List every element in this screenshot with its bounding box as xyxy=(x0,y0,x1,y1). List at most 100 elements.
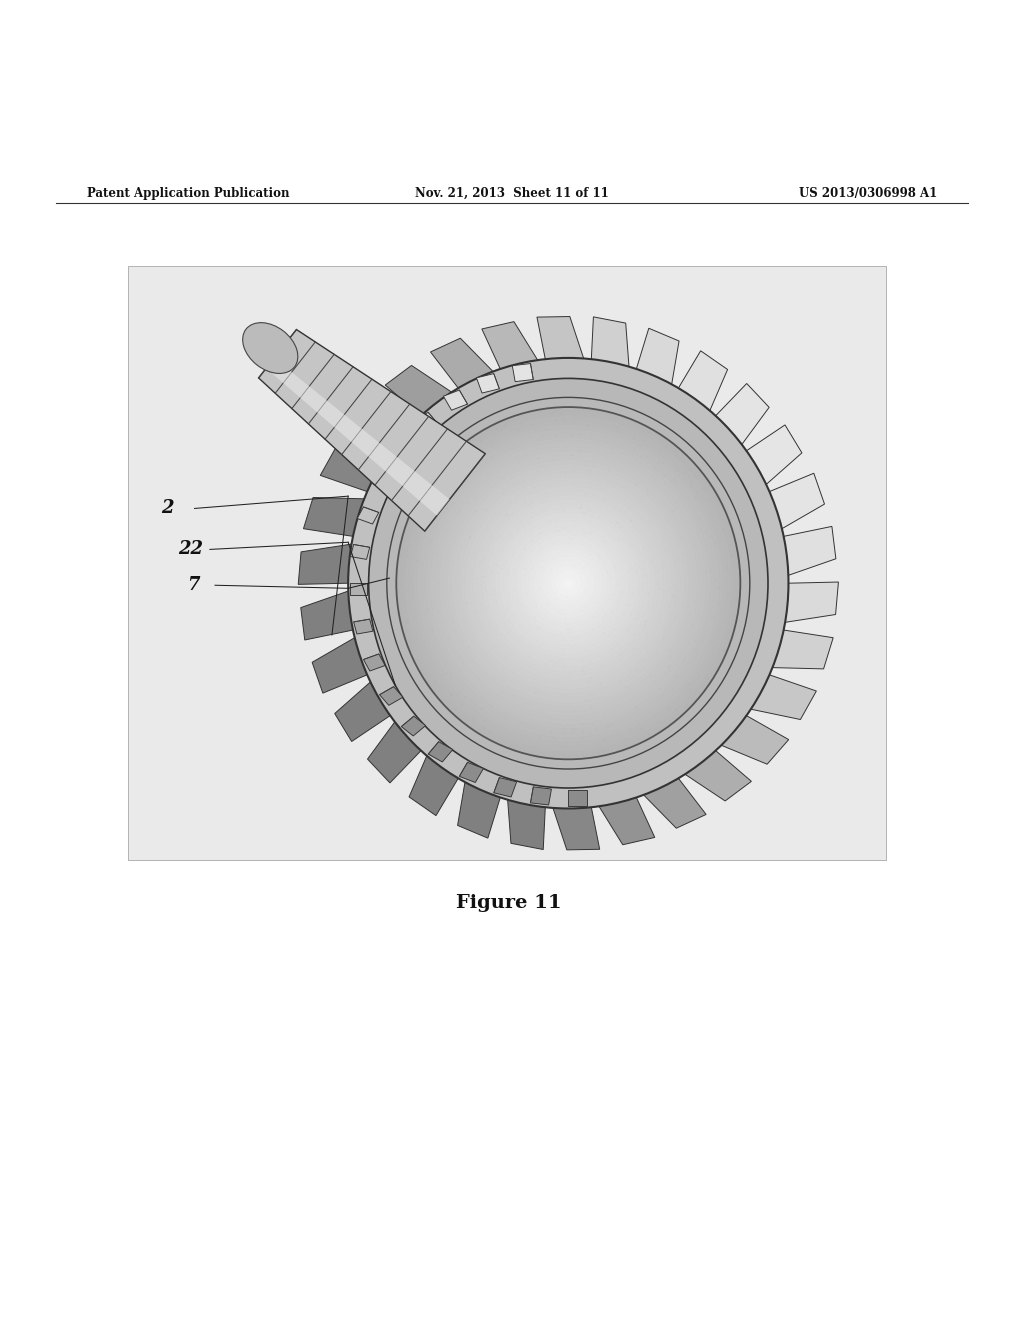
Ellipse shape xyxy=(404,416,732,751)
Polygon shape xyxy=(402,471,432,500)
Polygon shape xyxy=(317,400,344,428)
Polygon shape xyxy=(301,591,353,640)
Ellipse shape xyxy=(543,557,594,610)
Polygon shape xyxy=(353,619,373,634)
Polygon shape xyxy=(685,751,752,801)
Text: Nov. 21, 2013  Sheet 11 of 11: Nov. 21, 2013 Sheet 11 of 11 xyxy=(415,186,609,199)
Ellipse shape xyxy=(439,451,697,715)
Polygon shape xyxy=(303,498,365,536)
Ellipse shape xyxy=(539,552,598,614)
Polygon shape xyxy=(553,808,600,850)
Ellipse shape xyxy=(500,512,637,653)
Polygon shape xyxy=(284,372,309,397)
Ellipse shape xyxy=(400,412,736,755)
Ellipse shape xyxy=(478,491,658,676)
Polygon shape xyxy=(371,471,393,491)
Polygon shape xyxy=(599,797,654,845)
Polygon shape xyxy=(783,527,836,576)
Ellipse shape xyxy=(486,499,650,667)
Polygon shape xyxy=(591,317,629,367)
Polygon shape xyxy=(348,403,416,451)
Polygon shape xyxy=(746,425,802,484)
Ellipse shape xyxy=(547,561,590,605)
Polygon shape xyxy=(414,412,438,433)
Ellipse shape xyxy=(243,322,298,374)
Ellipse shape xyxy=(418,429,719,738)
Polygon shape xyxy=(420,486,450,516)
Ellipse shape xyxy=(564,578,572,587)
Polygon shape xyxy=(679,351,728,411)
Polygon shape xyxy=(368,722,421,783)
Ellipse shape xyxy=(453,465,684,702)
Ellipse shape xyxy=(508,521,629,645)
Polygon shape xyxy=(568,791,587,807)
Ellipse shape xyxy=(525,539,611,627)
Ellipse shape xyxy=(560,574,577,591)
Polygon shape xyxy=(300,387,327,412)
Ellipse shape xyxy=(457,469,680,698)
Polygon shape xyxy=(386,457,415,486)
Ellipse shape xyxy=(474,486,663,680)
Polygon shape xyxy=(389,440,414,459)
Text: 22: 22 xyxy=(178,540,203,558)
Polygon shape xyxy=(482,322,538,370)
Ellipse shape xyxy=(534,548,603,619)
Polygon shape xyxy=(636,329,679,384)
Polygon shape xyxy=(385,366,452,416)
Polygon shape xyxy=(401,717,426,737)
Ellipse shape xyxy=(529,544,607,623)
Polygon shape xyxy=(772,630,834,669)
Polygon shape xyxy=(350,544,370,560)
Ellipse shape xyxy=(555,570,582,597)
Text: US 2013/0306998 A1: US 2013/0306998 A1 xyxy=(799,186,937,199)
Polygon shape xyxy=(266,358,292,383)
Ellipse shape xyxy=(414,425,723,742)
Polygon shape xyxy=(476,374,500,393)
Polygon shape xyxy=(369,444,397,471)
Text: Patent Application Publication: Patent Application Publication xyxy=(87,186,290,199)
Ellipse shape xyxy=(512,525,625,640)
Ellipse shape xyxy=(396,407,740,759)
Polygon shape xyxy=(409,756,458,816)
Polygon shape xyxy=(430,338,493,388)
FancyBboxPatch shape xyxy=(128,265,886,859)
Text: 2: 2 xyxy=(161,499,173,517)
Polygon shape xyxy=(335,414,361,442)
Text: 7: 7 xyxy=(187,577,200,594)
Ellipse shape xyxy=(504,517,633,649)
Polygon shape xyxy=(259,330,485,531)
Polygon shape xyxy=(460,763,483,783)
Polygon shape xyxy=(769,474,824,529)
Polygon shape xyxy=(380,686,402,705)
Polygon shape xyxy=(751,675,816,719)
Polygon shape xyxy=(298,544,351,585)
Ellipse shape xyxy=(490,504,646,663)
Ellipse shape xyxy=(461,473,676,693)
Ellipse shape xyxy=(443,455,693,711)
Ellipse shape xyxy=(422,433,715,733)
Ellipse shape xyxy=(482,495,654,672)
Ellipse shape xyxy=(431,442,706,725)
Polygon shape xyxy=(364,653,385,671)
Ellipse shape xyxy=(369,379,768,788)
Ellipse shape xyxy=(435,446,701,719)
Ellipse shape xyxy=(426,438,711,729)
Polygon shape xyxy=(428,742,453,762)
Ellipse shape xyxy=(551,565,586,601)
Polygon shape xyxy=(312,638,368,693)
Polygon shape xyxy=(508,800,546,850)
Polygon shape xyxy=(512,363,534,381)
Polygon shape xyxy=(785,582,839,622)
Polygon shape xyxy=(644,779,707,828)
Polygon shape xyxy=(537,317,584,359)
Polygon shape xyxy=(321,447,386,491)
Ellipse shape xyxy=(469,482,668,685)
Polygon shape xyxy=(357,507,379,524)
Ellipse shape xyxy=(410,420,727,746)
Ellipse shape xyxy=(521,535,615,632)
Ellipse shape xyxy=(447,459,689,706)
Polygon shape xyxy=(494,777,517,797)
Ellipse shape xyxy=(517,531,620,636)
Text: Figure 11: Figure 11 xyxy=(456,894,562,912)
Polygon shape xyxy=(335,682,390,742)
